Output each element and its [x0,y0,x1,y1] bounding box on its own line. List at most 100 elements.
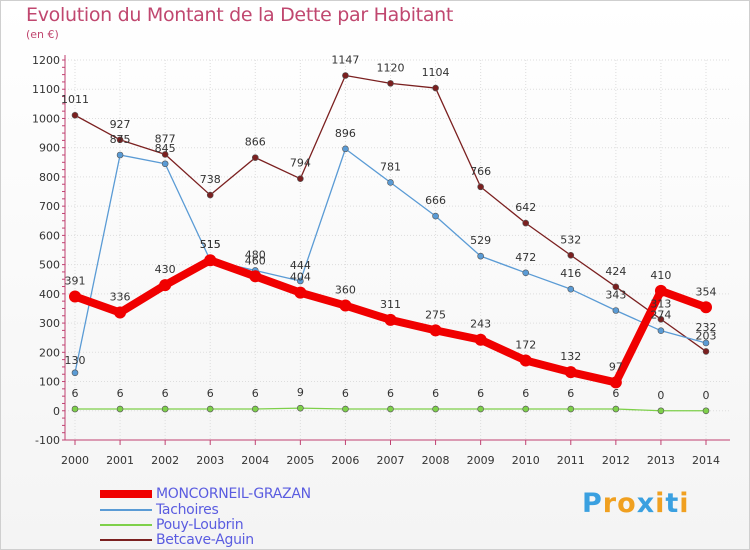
logo-letter: x [636,488,656,519]
data-point [609,376,622,389]
legend-swatch [100,524,152,526]
data-label: 1120 [377,61,405,74]
legend-swatch [100,539,152,541]
data-label: 0 [657,389,664,402]
data-point [294,286,307,299]
data-point [114,306,127,319]
x-tick-label: 2003 [196,454,224,467]
y-tick-label: -100 [35,434,60,447]
data-point [161,151,169,158]
data-label: 6 [252,387,259,400]
y-tick-label: 800 [39,171,60,184]
legend-label: Betcave-Aguin [156,532,254,548]
data-label: 794 [290,157,311,170]
legend-label: Tachoires [156,502,219,518]
data-label: 460 [245,254,266,267]
data-point [432,405,439,413]
logo-letter: o [617,488,637,519]
data-label: 781 [380,160,401,173]
data-label: 410 [650,269,671,282]
data-label: 354 [696,285,717,298]
data-point [702,407,710,415]
data-point [522,219,530,227]
data-label: 845 [155,142,176,155]
data-label: 313 [650,297,671,310]
y-tick-label: 700 [39,200,60,213]
legend-swatch [100,490,152,498]
data-point [297,404,304,412]
data-point [297,277,304,285]
legend-item: Pouy-Loubrin [100,517,244,533]
data-point [432,212,439,220]
data-label: 97 [609,360,623,373]
data-point [477,183,484,191]
data-label: 9 [297,386,304,399]
data-label: 529 [470,234,491,247]
series-lines [69,72,712,415]
data-point [387,405,394,413]
data-point [116,405,124,413]
data-point [522,269,530,277]
data-point [387,179,394,186]
x-tick-label: 2006 [331,454,359,467]
data-point [567,405,575,413]
data-label: 130 [65,354,86,367]
data-label: 875 [110,133,131,146]
data-label: 430 [155,263,176,276]
data-labels: 391 336 430 515 460 404 360 311 275 243 172 132 97 41… [61,53,717,401]
data-point [612,405,620,413]
data-label: 243 [470,318,491,331]
data-point [564,366,577,379]
data-label: 6 [477,387,484,400]
y-tick-label: 500 [39,259,60,272]
chart-subtitle: (en €) [26,28,59,41]
data-label: 1147 [331,53,359,66]
y-tick-label: 900 [39,142,60,155]
y-tick-label: 100 [39,376,60,389]
data-point [384,313,397,326]
x-tick-label: 2013 [647,454,675,467]
legend-item: Betcave-Aguin [100,532,254,548]
data-label: 6 [117,387,124,400]
data-point [342,405,349,413]
x-tick-label: 2011 [557,454,585,467]
data-point [612,283,620,291]
data-label: 391 [65,274,86,287]
proxiti-logo: Proxiti [582,488,690,519]
x-tick-label: 2010 [512,454,540,467]
logo-letter: P [582,488,603,519]
x-tick-label: 2001 [106,454,134,467]
x-tick-label: 2002 [151,454,179,467]
legend-item: Tachoires [100,502,219,518]
data-label: 0 [703,389,710,402]
x-tick-label: 2012 [602,454,630,467]
data-point [297,175,304,182]
x-tick-label: 2004 [241,454,269,467]
legend-swatch [100,509,152,511]
data-label: 416 [560,267,581,280]
data-label: 6 [207,387,214,400]
data-point [477,405,484,413]
data-label: 6 [567,387,574,400]
data-point [161,405,169,413]
data-label: 515 [200,238,221,251]
data-point [702,339,710,347]
data-label: 1011 [61,93,89,106]
data-point [474,333,487,346]
data-label: 766 [470,165,491,178]
x-tick-label: 2008 [422,454,450,467]
data-point [116,151,124,159]
data-point [477,252,484,260]
chart-title: Evolution du Montant de la Dette par Hab… [26,4,454,26]
data-point [71,369,79,377]
data-label: 532 [560,233,581,246]
data-label: 424 [605,265,626,278]
data-point [432,84,439,92]
x-tick-label: 2007 [377,454,405,467]
data-point [71,111,79,119]
y-tick-label: 0 [53,405,60,418]
data-point [159,279,172,292]
data-label: 1104 [422,66,450,79]
y-tick-label: 300 [39,317,60,330]
